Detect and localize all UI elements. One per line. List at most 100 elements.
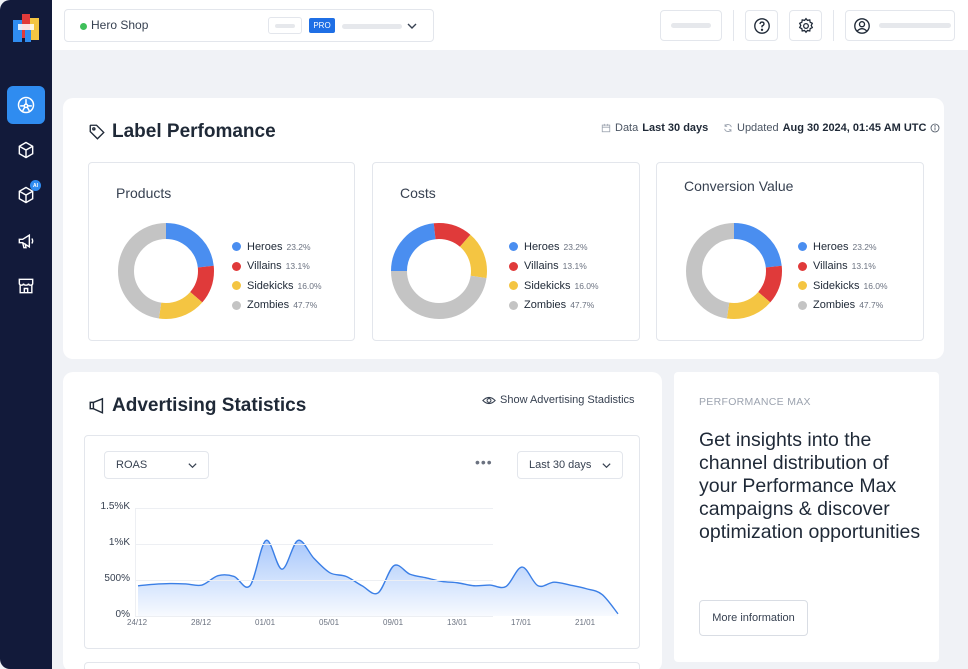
donut-panel-costs: Costs Heroes 23.2% Villains 13.1% Sidekicks 1… (372, 162, 640, 341)
legend-dot (509, 300, 518, 310)
gear-icon (798, 17, 813, 33)
x-tick-label: 01/01 (255, 618, 276, 627)
roas-area-chart (137, 539, 619, 616)
legend-dot (232, 261, 241, 271)
data-range-info: Data Last 30 days (601, 122, 708, 134)
user-icon (854, 17, 870, 34)
grid-line (135, 508, 493, 509)
info-icon[interactable] (930, 123, 940, 133)
legend-item: Heroes 23.2% (232, 237, 322, 257)
donut-panel-conversion-value: Conversion Value Heroes 23.2% Villains 13.1… (656, 162, 924, 341)
metric-select[interactable]: ROAS (104, 451, 209, 479)
top-bar: Hero Shop PRO (52, 0, 968, 50)
legend-percent: 47.7% (859, 300, 884, 311)
next-panel-edge (84, 662, 640, 669)
donut-legend: Heroes 23.2% Villains 13.1% Sidekicks 16.0% Zo… (232, 237, 322, 315)
legend-percent: 23.2% (852, 241, 877, 252)
performance-max-text: Get insights into the channel distributi… (699, 429, 921, 543)
y-tick-label: 500% (104, 573, 130, 584)
metric-select-value: ROAS (116, 459, 148, 471)
divider (833, 10, 834, 41)
more-information-button[interactable]: More information (699, 600, 808, 636)
donut-slice-villains (686, 223, 782, 319)
sidebar: AI (0, 0, 52, 669)
legend-dot (798, 242, 807, 252)
ai-box-icon (18, 186, 34, 204)
grid-line (135, 616, 493, 617)
legend-item: Sidekicks 16.0% (798, 276, 888, 296)
roas-chart-box: ROAS ••• Last 30 days 0% 500% 1%K 1.5%K 24/1… (84, 435, 640, 649)
legend-label: Heroes (524, 240, 560, 253)
chevron-down-icon (188, 463, 197, 469)
app-logo[interactable] (12, 12, 40, 44)
donut-panel-title: Costs (400, 185, 436, 201)
shop-name: Hero Shop (91, 18, 149, 32)
updated-value: Aug 30 2024, 01:45 AM UTC (782, 122, 927, 134)
divider (733, 10, 734, 41)
placeholder-bar (879, 23, 951, 28)
legend-label: Sidekicks (524, 279, 571, 292)
placeholder-pill (268, 17, 302, 34)
y-axis-line (135, 508, 136, 616)
date-range-select[interactable]: Last 30 days (517, 451, 623, 479)
legend-label: Villains (247, 260, 282, 273)
shop-selector[interactable]: Hero Shop PRO (64, 9, 434, 42)
show-advertising-link[interactable]: Show Advertising Stadistics (482, 394, 635, 406)
nav-dashboard[interactable] (7, 86, 45, 124)
legend-label: Villains (524, 260, 559, 273)
nav-products[interactable] (7, 131, 45, 169)
y-tick-label: 1.5%K (100, 501, 130, 512)
legend-dot (232, 281, 241, 291)
x-tick-label: 21/01 (575, 618, 596, 627)
legend-item: Villains 13.1% (798, 257, 888, 277)
donut-chart (118, 223, 214, 319)
x-tick-label: 17/01 (511, 618, 532, 627)
legend-item: Heroes 23.2% (798, 237, 888, 257)
settings-button[interactable] (789, 10, 822, 41)
y-tick-label: 1%K (108, 537, 130, 548)
label-performance-title: Label Perfomance (88, 121, 276, 143)
donut-slice-villains (118, 223, 214, 319)
placeholder-bar (342, 24, 402, 29)
advertising-title: Advertising Statistics (88, 395, 306, 417)
updated-info: Updated Aug 30 2024, 01:45 AM UTC (723, 122, 940, 134)
date-range-value: Last 30 days (529, 459, 592, 471)
legend-item: Zombies 47.7% (798, 296, 888, 316)
donut-slice-sidekicks (391, 223, 487, 319)
placeholder-button[interactable] (660, 10, 722, 41)
legend-percent: 23.2% (286, 241, 311, 252)
nav-ai-products[interactable]: AI (7, 176, 45, 214)
nav-campaigns[interactable] (7, 222, 45, 260)
status-dot (80, 23, 87, 30)
legend-dot (798, 300, 807, 310)
legend-percent: 13.1% (562, 261, 587, 272)
legend-dot (798, 261, 807, 271)
updated-label: Updated (737, 122, 779, 134)
legend-percent: 16.0% (297, 280, 322, 291)
legend-item: Villains 13.1% (232, 257, 322, 277)
show-advertising-text: Show Advertising Stadistics (500, 394, 635, 406)
legend-item: Zombies 47.7% (232, 296, 322, 316)
legend-label: Sidekicks (813, 279, 860, 292)
legend-dot (509, 281, 518, 291)
help-icon (753, 17, 770, 34)
user-menu[interactable] (845, 10, 955, 41)
x-tick-label: 13/01 (447, 618, 468, 627)
x-tick-label: 28/12 (191, 618, 212, 627)
donut-legend: Heroes 23.2% Villains 13.1% Sidekicks 16.0% Zo… (509, 237, 599, 315)
donut-slice-villains (391, 223, 487, 319)
legend-label: Heroes (813, 240, 849, 253)
legend-percent: 23.2% (563, 241, 588, 252)
help-button[interactable] (745, 10, 778, 41)
data-label: Data (615, 122, 639, 134)
performance-max-label: PERFORMANCE MAX (699, 396, 811, 408)
pro-badge: PRO (309, 18, 335, 33)
refresh-icon (724, 124, 732, 132)
nav-store[interactable] (7, 267, 45, 305)
megaphone-icon (18, 233, 34, 249)
data-range-value: Last 30 days (642, 122, 709, 134)
more-options-button[interactable]: ••• (475, 454, 493, 470)
legend-percent: 47.7% (570, 300, 595, 311)
area-fill (138, 540, 618, 616)
legend-item: Zombies 47.7% (509, 296, 599, 316)
